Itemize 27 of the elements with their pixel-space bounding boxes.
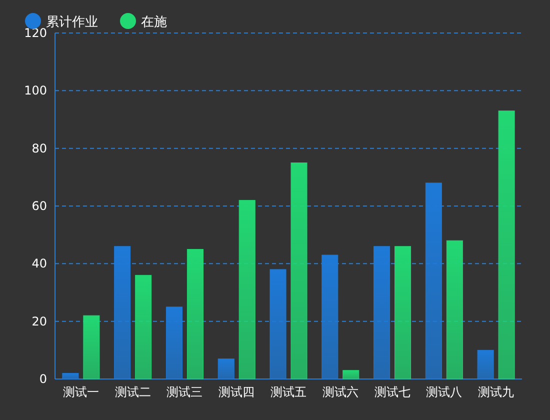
y-tick-label: 20 xyxy=(32,314,47,328)
x-tick-label: 测试九 xyxy=(478,385,514,399)
bar xyxy=(498,110,515,380)
y-tick-label: 60 xyxy=(32,199,47,213)
bar xyxy=(290,162,308,380)
bar xyxy=(446,240,463,380)
x-tick-label: 测试二 xyxy=(114,385,151,399)
x-tick-label: 测试六 xyxy=(322,385,358,399)
bar xyxy=(186,249,204,380)
y-tick-label: 0 xyxy=(39,372,47,386)
x-tick-label: 测试一 xyxy=(62,385,99,399)
x-tick-label: 测试八 xyxy=(426,385,462,399)
x-tick-label: 测试七 xyxy=(374,385,410,399)
legend-label: 累计作业 xyxy=(46,15,98,30)
x-tick-label: 测试三 xyxy=(166,385,203,399)
bar xyxy=(238,200,256,380)
bar xyxy=(135,274,152,380)
y-tick-label: 100 xyxy=(24,84,47,98)
bar xyxy=(342,370,360,380)
x-tick-label: 测试四 xyxy=(218,385,255,399)
x-tick-label: 测试五 xyxy=(270,385,306,399)
y-tick-label: 120 xyxy=(24,26,47,40)
legend-label: 在施 xyxy=(141,15,167,30)
bar xyxy=(394,246,412,380)
y-tick-label: 80 xyxy=(32,141,47,156)
bar xyxy=(83,315,100,380)
y-tick-label: 40 xyxy=(32,256,47,271)
